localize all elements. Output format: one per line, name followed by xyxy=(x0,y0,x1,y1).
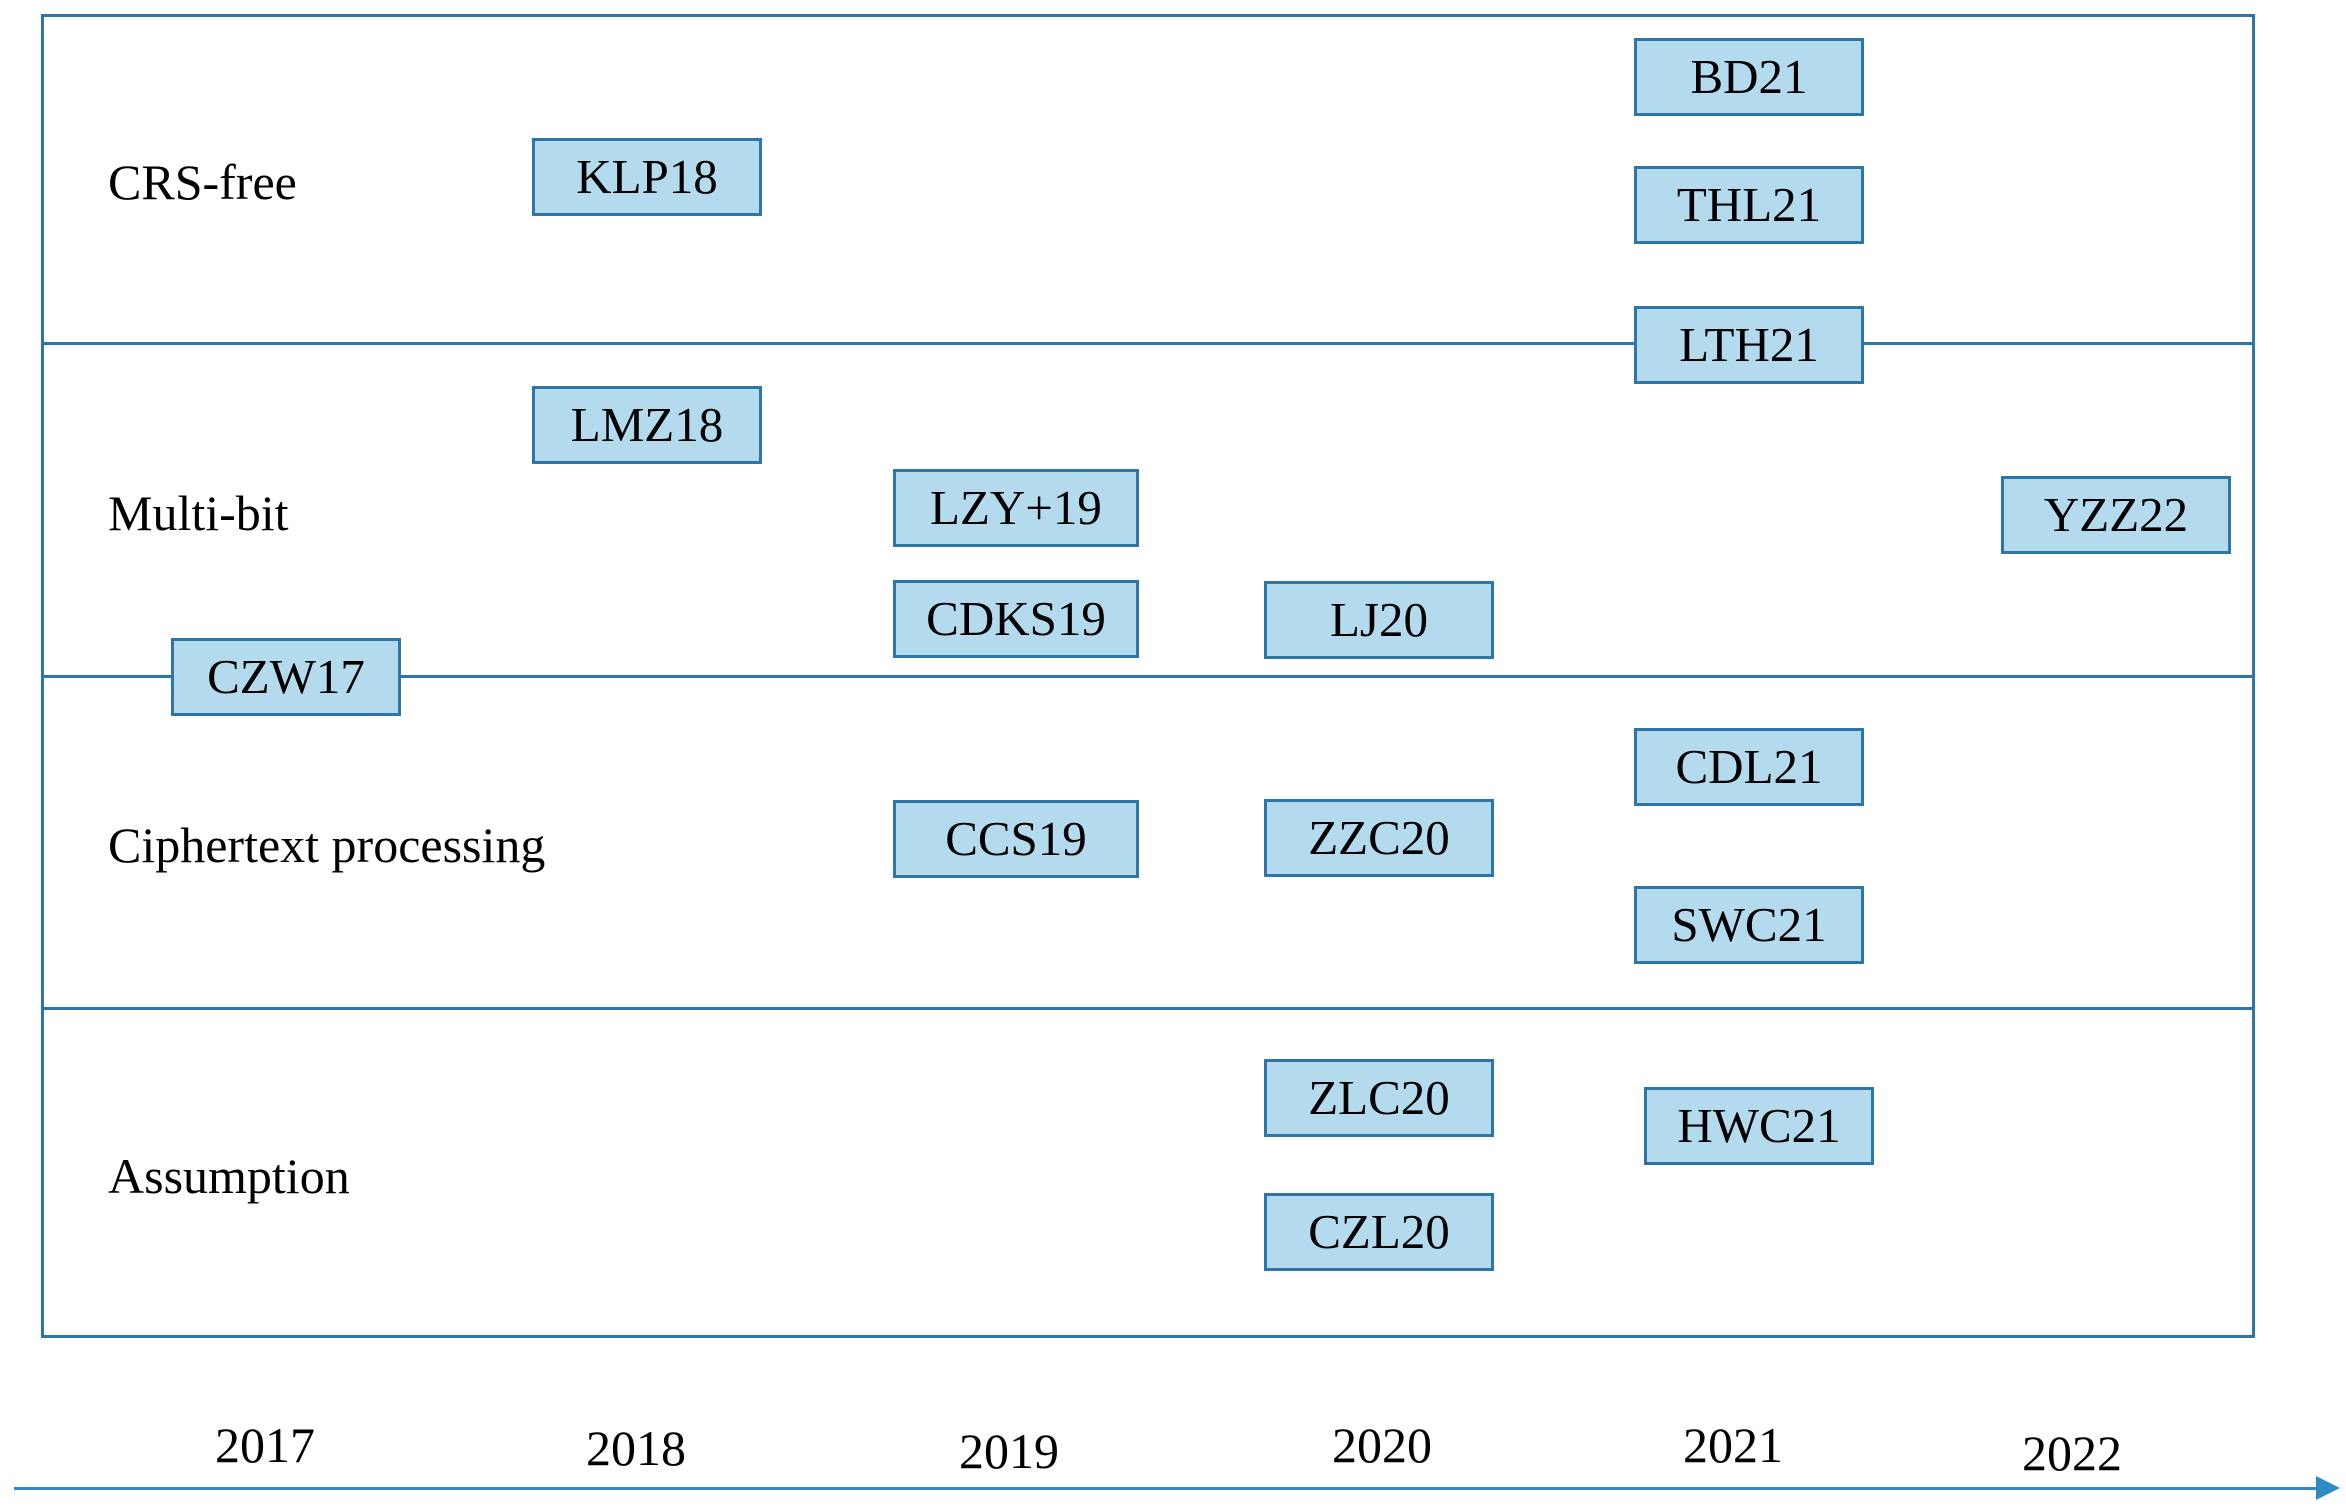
paper-box-czw17: CZW17 xyxy=(171,638,401,716)
year-label-2022: 2022 xyxy=(2022,1425,2122,1481)
row-label-assumption: Assumption xyxy=(108,1148,350,1204)
paper-box-cdl21: CDL21 xyxy=(1634,728,1864,806)
year-label-2021: 2021 xyxy=(1683,1417,1783,1473)
paper-box-lzy19: LZY+19 xyxy=(893,469,1139,547)
row-divider-multibit-ciphertext xyxy=(41,675,2255,678)
paper-box-lmz18: LMZ18 xyxy=(532,386,762,464)
year-label-2020: 2020 xyxy=(1332,1417,1432,1473)
paper-box-thl21: THL21 xyxy=(1634,166,1864,244)
paper-box-zzc20: ZZC20 xyxy=(1264,799,1494,877)
paper-box-hwc21: HWC21 xyxy=(1644,1087,1874,1165)
year-label-2019: 2019 xyxy=(959,1423,1059,1479)
paper-box-lj20: LJ20 xyxy=(1264,581,1494,659)
paper-box-czl20: CZL20 xyxy=(1264,1193,1494,1271)
timeline-arrow-icon xyxy=(2316,1476,2340,1500)
row-divider-ciphertext-assumption xyxy=(41,1007,2255,1010)
paper-box-lth21: LTH21 xyxy=(1634,306,1864,384)
paper-box-zlc20: ZLC20 xyxy=(1264,1059,1494,1137)
paper-box-ccs19: CCS19 xyxy=(893,800,1139,878)
paper-box-swc21: SWC21 xyxy=(1634,886,1864,964)
timeline-axis-line xyxy=(14,1487,2326,1490)
paper-box-cdks19: CDKS19 xyxy=(893,580,1139,658)
paper-box-yzz22: YZZ22 xyxy=(2001,476,2231,554)
year-label-2018: 2018 xyxy=(586,1420,686,1476)
year-label-2017: 2017 xyxy=(215,1417,315,1473)
row-divider-crs-multibit xyxy=(41,342,2255,345)
paper-box-bd21: BD21 xyxy=(1634,38,1864,116)
paper-box-klp18: KLP18 xyxy=(532,138,762,216)
row-label-multi-bit: Multi-bit xyxy=(108,485,289,541)
row-label-ciphertext-processing: Ciphertext processing xyxy=(108,817,546,873)
row-label-crs-free: CRS-free xyxy=(108,154,297,210)
